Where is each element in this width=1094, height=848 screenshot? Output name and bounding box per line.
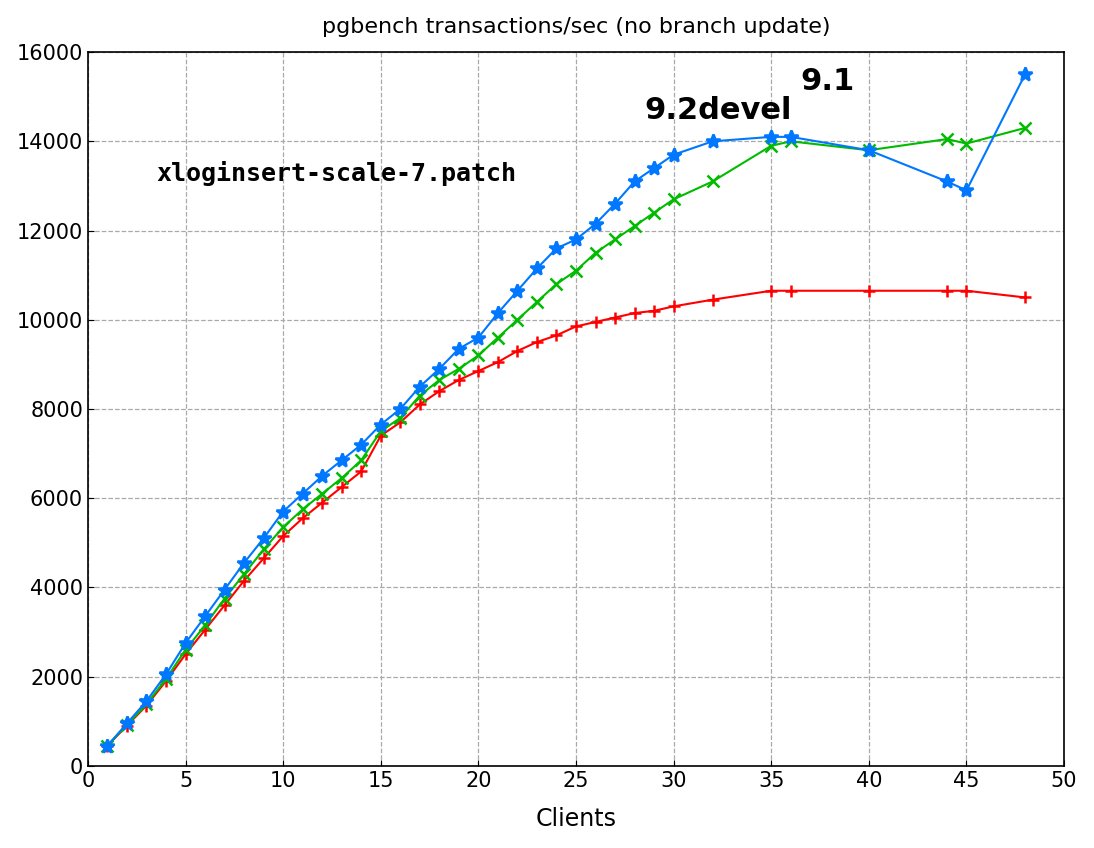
Text: 9.2devel: 9.2devel bbox=[644, 96, 792, 125]
X-axis label: Clients: Clients bbox=[535, 807, 617, 831]
Text: xloginsert-scale-7.patch: xloginsert-scale-7.patch bbox=[156, 161, 516, 187]
Title: pgbench transactions/sec (no branch update): pgbench transactions/sec (no branch upda… bbox=[322, 17, 830, 36]
Text: 9.1: 9.1 bbox=[801, 67, 854, 96]
